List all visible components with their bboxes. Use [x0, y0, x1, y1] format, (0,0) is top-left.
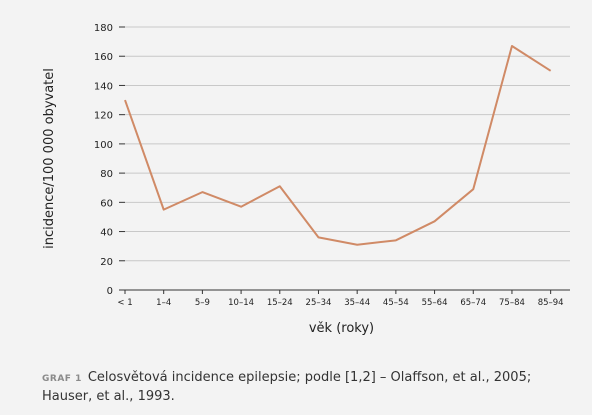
y-tick-label: 20 — [100, 257, 113, 268]
x-tick-label: < 1 — [117, 298, 132, 308]
y-tick-label: 80 — [100, 169, 113, 180]
y-tick-label: 160 — [94, 52, 113, 63]
y-tick-label: 0 — [107, 286, 113, 297]
x-tick-label: 45–54 — [383, 298, 409, 308]
x-axis-ticks: < 1 1–4 5–9 10–14 15–24 25–34 35–44 45–54 55–64 6… — [117, 290, 564, 308]
x-tick-label: 65–74 — [460, 298, 486, 308]
x-tick-label: 75–84 — [499, 298, 525, 308]
line-chart: 0 20 40 60 80 100 120 140 160 180 < 1 1–4 5–9 10–14 1… — [42, 23, 570, 336]
x-tick-label: 25–34 — [306, 298, 332, 308]
x-tick-label: 1–4 — [156, 298, 171, 308]
y-axis-label: incidence/100 000 obyvatel — [42, 68, 57, 249]
x-tick-label: 5–9 — [195, 298, 210, 308]
x-tick-label: 85–94 — [538, 298, 564, 308]
y-tick-label: 120 — [94, 111, 113, 122]
x-axis-label: věk (roky) — [309, 321, 374, 336]
x-tick-label: 15–24 — [267, 298, 293, 308]
y-tick-label: 40 — [100, 228, 113, 239]
caption-text: Celosvětová incidence epilepsie; podle [… — [42, 370, 532, 404]
y-axis-ticks: 0 20 40 60 80 100 120 140 160 180 — [94, 23, 125, 297]
x-tick-label: 10–14 — [228, 298, 254, 308]
x-tick-label: 35–44 — [344, 298, 370, 308]
x-tick-label: 55–64 — [422, 298, 448, 308]
caption-tag: GRAF 1 — [42, 374, 82, 384]
figure-caption: GRAF 1 Celosvětová incidence epilepsie; p… — [42, 369, 582, 406]
y-tick-label: 100 — [94, 140, 113, 151]
series-line — [124, 44, 552, 246]
grid-lines — [125, 26, 570, 262]
y-tick-label: 60 — [100, 198, 113, 209]
y-tick-label: 180 — [94, 23, 113, 34]
y-tick-label: 140 — [94, 81, 113, 92]
